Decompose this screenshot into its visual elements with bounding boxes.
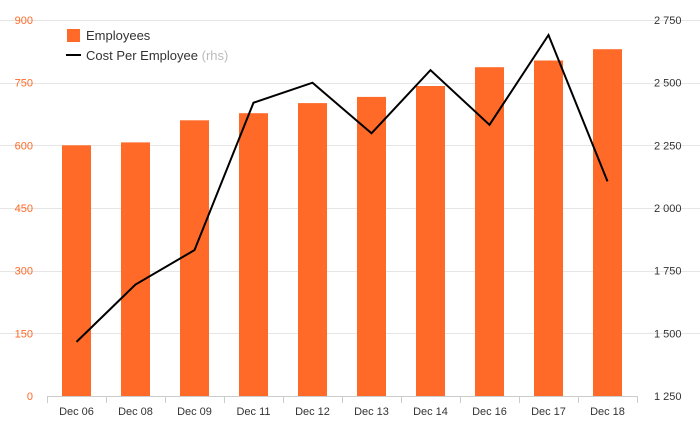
x-tick-label: Dec 17 xyxy=(531,406,566,418)
left-y-tick-label: 450 xyxy=(15,203,33,215)
left-y-tick-label: 150 xyxy=(15,328,33,340)
right-y-tick-label: 2 250 xyxy=(654,140,682,152)
employees-bar xyxy=(180,120,209,397)
employees-bar xyxy=(475,67,504,396)
employees-bar xyxy=(534,60,563,396)
employees-bar xyxy=(416,86,445,396)
right-y-tick-label: 1 250 xyxy=(654,391,682,403)
legend-employees-label: Employees xyxy=(86,28,151,43)
legend: Employees Cost Per Employee (rhs) xyxy=(66,28,228,63)
x-tick-label: Dec 18 xyxy=(590,406,625,418)
right-y-axis-labels: 1 250 1 500 1 750 2 000 2 250 2 500 2 750 xyxy=(654,15,682,403)
employees-bar xyxy=(298,103,327,396)
x-tick-label: Dec 12 xyxy=(295,406,330,418)
cost-per-employee-line-group xyxy=(75,32,609,343)
right-y-tick-label: 2 500 xyxy=(654,78,682,90)
right-y-tick-label: 2 750 xyxy=(654,15,682,27)
x-tick-label: Dec 08 xyxy=(118,406,153,418)
gridlines xyxy=(0,20,700,334)
employees-bars xyxy=(62,49,622,397)
legend-cost-label: Cost Per Employee (rhs) xyxy=(86,48,228,63)
x-axis: Dec 06 Dec 08 Dec 09 Dec 11 Dec 12 Dec 13 Dec … xyxy=(47,396,638,418)
employees-bar xyxy=(357,96,386,397)
x-tick-label: Dec 13 xyxy=(354,406,389,418)
right-y-tick-label: 1 500 xyxy=(654,328,682,340)
legend-cost-label-main: Cost Per Employee xyxy=(86,48,198,63)
left-y-tick-label: 300 xyxy=(15,266,33,278)
right-y-tick-label: 1 750 xyxy=(654,266,682,278)
employees-bar xyxy=(62,145,91,396)
x-tick-label: Dec 09 xyxy=(177,406,212,418)
legend-employees-swatch xyxy=(67,29,80,42)
right-y-tick-label: 2 000 xyxy=(654,203,682,215)
left-y-tick-label: 0 xyxy=(27,391,33,403)
employees-bar xyxy=(593,49,622,396)
left-y-axis-labels: 0 150 300 450 600 750 900 xyxy=(15,15,33,403)
left-y-tick-label: 600 xyxy=(15,140,33,152)
left-y-tick-label: 750 xyxy=(15,78,33,90)
x-tick-label: Dec 14 xyxy=(413,406,448,418)
cost-per-employee-line xyxy=(75,32,609,343)
left-y-tick-label: 900 xyxy=(15,15,33,27)
employees-bar xyxy=(121,142,150,396)
legend-cost-label-rhs: (rhs) xyxy=(202,48,229,63)
x-tick-label: Dec 06 xyxy=(59,406,94,418)
x-tick-label: Dec 16 xyxy=(472,406,507,418)
employees-bar xyxy=(239,113,268,396)
x-tick-label: Dec 11 xyxy=(236,406,270,418)
